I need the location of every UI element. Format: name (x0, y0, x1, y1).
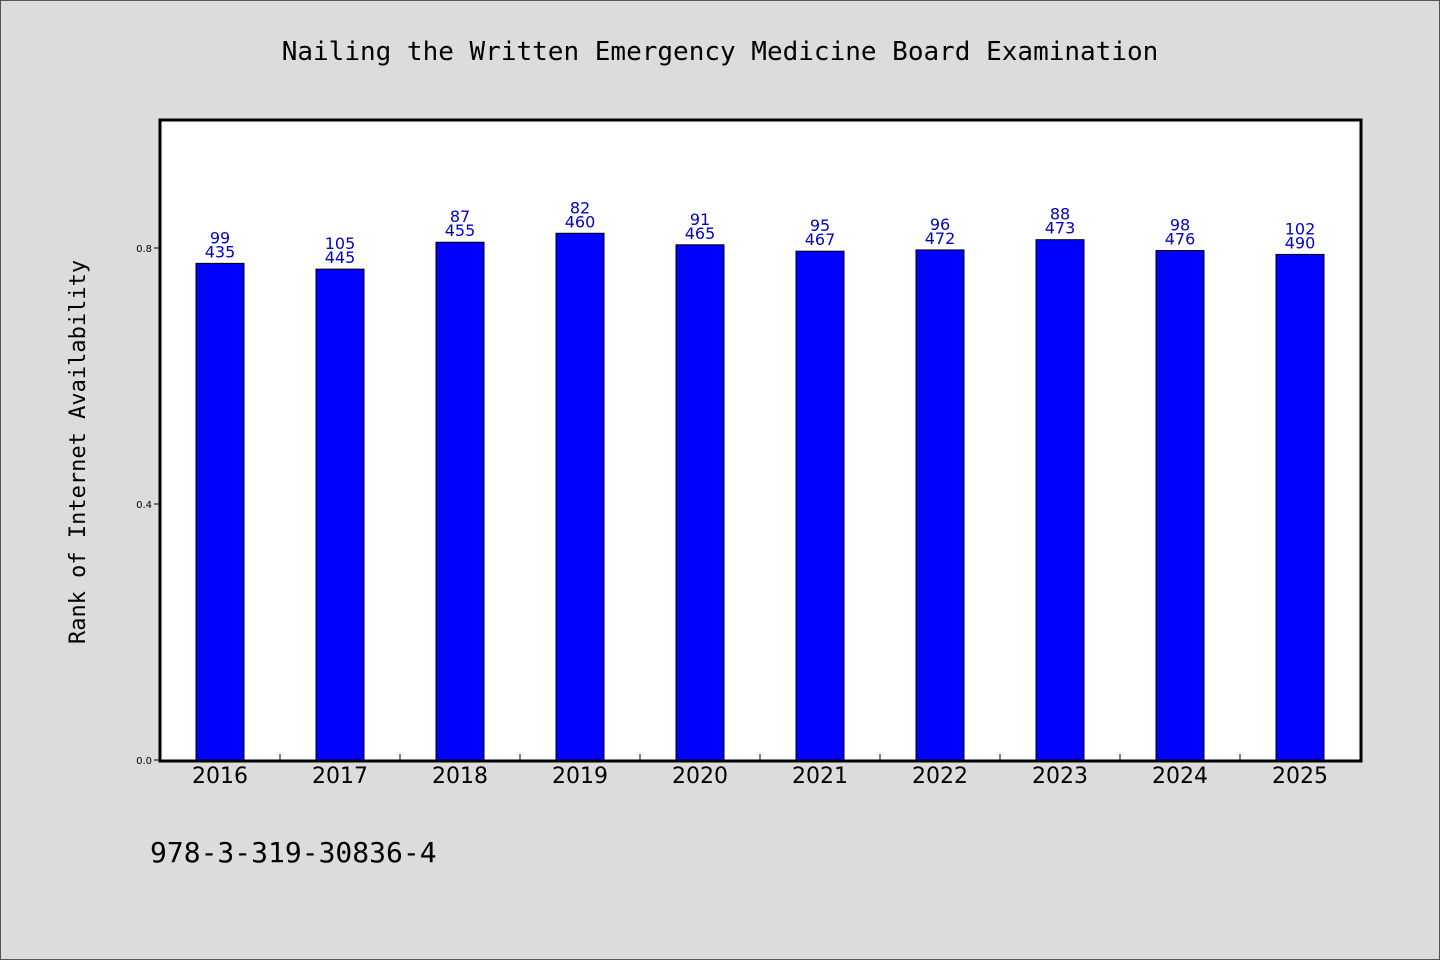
x-tick-label-2020: 2020 (672, 764, 728, 789)
bar-2024 (1155, 250, 1205, 761)
x-tick-label-2023: 2023 (1032, 764, 1088, 789)
bars-group (195, 232, 1325, 761)
x-tick-label-2018: 2018 (432, 764, 488, 789)
data-label-bottom-2024: 476 (1165, 230, 1196, 249)
bar-2018 (435, 241, 485, 761)
bar-2022 (915, 249, 965, 761)
y-ticks-group: 0.0 0.4 0.8 (136, 244, 160, 767)
x-tick-label-2016: 2016 (192, 764, 248, 789)
chart-title: Nailing the Written Emergency Medicine B… (282, 37, 1159, 67)
data-label-bottom-2023: 473 (1045, 219, 1076, 238)
data-label-top-2020: 91 (690, 210, 710, 229)
data-label-bottom-2025: 490 (1285, 233, 1316, 252)
data-label-top-2018: 87 (450, 207, 470, 226)
data-label-bottom-2019: 460 (565, 212, 596, 231)
bar-2016 (195, 262, 245, 761)
footer-isbn: 978-3-319-30836-4 (150, 836, 437, 869)
data-label-bottom-2018: 455 (445, 221, 476, 240)
bar-2023 (1035, 239, 1085, 761)
x-tick-label-2025: 2025 (1272, 764, 1328, 789)
x-tick-label-2021: 2021 (792, 764, 848, 789)
data-label-top-2021: 95 (810, 216, 830, 235)
bar-2025 (1275, 253, 1325, 761)
x-tick-label-2019: 2019 (552, 764, 608, 789)
x-ticks-group: 2016 2017 2018 2019 2020 2021 2022 2023 2024 2025 (192, 754, 1328, 789)
data-label-top-2017: 105 (325, 234, 356, 253)
data-label-top-2023: 88 (1050, 205, 1070, 224)
y-tick-label-0.0: 0.0 (136, 756, 152, 767)
bar-2020 (675, 244, 725, 761)
data-label-top-2016: 99 (210, 228, 230, 247)
data-label-top-2025: 102 (1285, 219, 1316, 238)
x-tick-label-2017: 2017 (312, 764, 368, 789)
bar-2021 (795, 250, 845, 761)
data-label-bottom-2020: 465 (685, 224, 716, 243)
data-label-top-2024: 98 (1170, 216, 1190, 235)
data-label-bottom-2021: 467 (805, 230, 836, 249)
bar-2017 (315, 268, 365, 761)
data-label-top-2022: 96 (930, 215, 950, 234)
y-tick-label-0.4: 0.4 (136, 500, 152, 511)
y-axis-label: Rank of Internet Availability (66, 260, 91, 644)
y-tick-label-0.8: 0.8 (136, 244, 152, 255)
data-label-bottom-2016: 435 (205, 242, 236, 261)
x-tick-label-2022: 2022 (912, 764, 968, 789)
data-label-bottom-2017: 445 (325, 248, 356, 267)
bar-2019 (555, 232, 605, 761)
data-label-bottom-2022: 472 (925, 229, 956, 248)
data-label-top-2019: 82 (570, 198, 590, 217)
x-tick-label-2024: 2024 (1152, 764, 1208, 789)
